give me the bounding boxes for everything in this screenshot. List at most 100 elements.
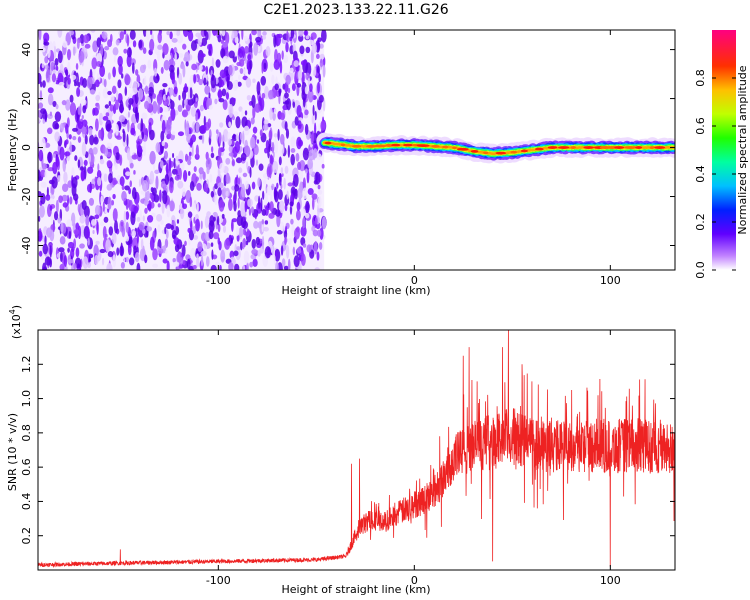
noise-blob	[286, 190, 289, 200]
noise-blob	[196, 257, 200, 268]
noise-blob	[299, 169, 304, 180]
noise-blob	[298, 30, 304, 37]
noise-blob	[136, 140, 141, 152]
noise-blob	[108, 100, 112, 107]
noise-blob	[316, 229, 322, 237]
noise-blob	[88, 127, 93, 136]
noise-blob	[286, 30, 289, 42]
noise-blob	[147, 59, 152, 69]
noise-blob	[163, 244, 167, 252]
noise-blob	[46, 127, 53, 135]
snr-exponent-label: (x104)	[8, 305, 23, 339]
noise-blob	[65, 123, 69, 134]
noise-blob	[178, 72, 183, 85]
noise-blob	[97, 163, 100, 172]
noise-blob	[274, 48, 278, 63]
noise-blob	[38, 102, 44, 109]
noise-blob	[54, 123, 60, 130]
signal-peak	[340, 143, 346, 147]
noise-blob	[139, 64, 146, 74]
noise-blob	[116, 90, 119, 101]
noise-blob	[125, 171, 131, 177]
noise-blob	[257, 177, 261, 188]
noise-blob	[184, 126, 190, 137]
noise-blob	[203, 171, 206, 181]
noise-blob	[126, 54, 132, 68]
signal-peak	[416, 144, 430, 148]
noise-blob	[175, 30, 181, 37]
noise-blob	[199, 104, 204, 112]
noise-blob	[170, 224, 174, 231]
noise-blob	[302, 243, 307, 248]
noise-blob	[316, 153, 322, 161]
noise-blob	[96, 61, 102, 67]
noise-blob	[73, 229, 80, 235]
spectrogram-y-tick-label: -20	[20, 188, 33, 206]
noise-blob	[168, 200, 175, 212]
noise-blob	[40, 192, 46, 205]
noise-blob	[235, 157, 243, 164]
noise-blob	[128, 187, 132, 195]
noise-blob	[305, 200, 310, 214]
noise-blob	[237, 81, 242, 87]
snr-y-tick-label: 0.4	[20, 493, 33, 511]
noise-blob	[218, 132, 222, 144]
noise-blob	[221, 213, 225, 219]
noise-blob	[294, 227, 300, 240]
noise-blob	[280, 167, 284, 175]
noise-blob	[278, 200, 285, 214]
noise-blob	[260, 75, 267, 86]
noise-blob	[278, 173, 282, 186]
noise-blob	[276, 213, 281, 228]
noise-blob	[175, 160, 180, 165]
noise-blob	[127, 119, 130, 133]
noise-blob	[112, 193, 116, 200]
noise-blob	[301, 71, 305, 85]
noise-blob	[41, 262, 47, 270]
noise-blob	[179, 257, 184, 265]
noise-blob	[117, 55, 123, 67]
snr-y-tick-label: 0.6	[20, 458, 33, 476]
noise-blob	[277, 128, 280, 141]
noise-blob	[95, 94, 101, 102]
noise-blob	[52, 161, 58, 175]
noise-blob	[256, 139, 260, 144]
noise-blob	[132, 80, 138, 93]
noise-blob	[131, 62, 135, 74]
noise-blob	[235, 226, 240, 237]
noise-blob	[290, 136, 296, 148]
noise-blob	[149, 129, 155, 141]
noise-blob	[38, 72, 42, 85]
noise-blob	[47, 87, 54, 94]
noise-blob	[210, 190, 215, 198]
noise-blob	[162, 190, 168, 205]
noise-blob	[99, 248, 106, 254]
noise-blob	[168, 157, 172, 172]
noise-blob	[311, 112, 316, 126]
noise-blob	[182, 30, 189, 38]
noise-blob	[254, 195, 260, 202]
noise-blob	[182, 203, 188, 210]
noise-blob	[107, 196, 112, 210]
snr-x-label: Height of straight line (km)	[281, 583, 430, 596]
noise-blob	[147, 214, 154, 223]
noise-blob	[129, 180, 133, 188]
noise-blob	[48, 179, 55, 185]
noise-blob	[132, 40, 137, 48]
noise-blob	[228, 152, 234, 157]
noise-blob	[252, 105, 256, 119]
noise-blob	[135, 69, 139, 76]
noise-blob	[281, 50, 284, 60]
noise-blob	[219, 122, 224, 128]
noise-blob	[50, 194, 55, 200]
spectrogram-x-tick-label: 100	[600, 274, 621, 287]
noise-blob	[66, 219, 73, 228]
noise-blob	[314, 110, 317, 121]
noise-blob	[58, 81, 65, 86]
noise-blob	[239, 132, 243, 141]
noise-blob	[217, 182, 224, 189]
noise-blob	[38, 205, 45, 218]
noise-blob	[251, 181, 256, 190]
noise-blob	[230, 237, 234, 244]
